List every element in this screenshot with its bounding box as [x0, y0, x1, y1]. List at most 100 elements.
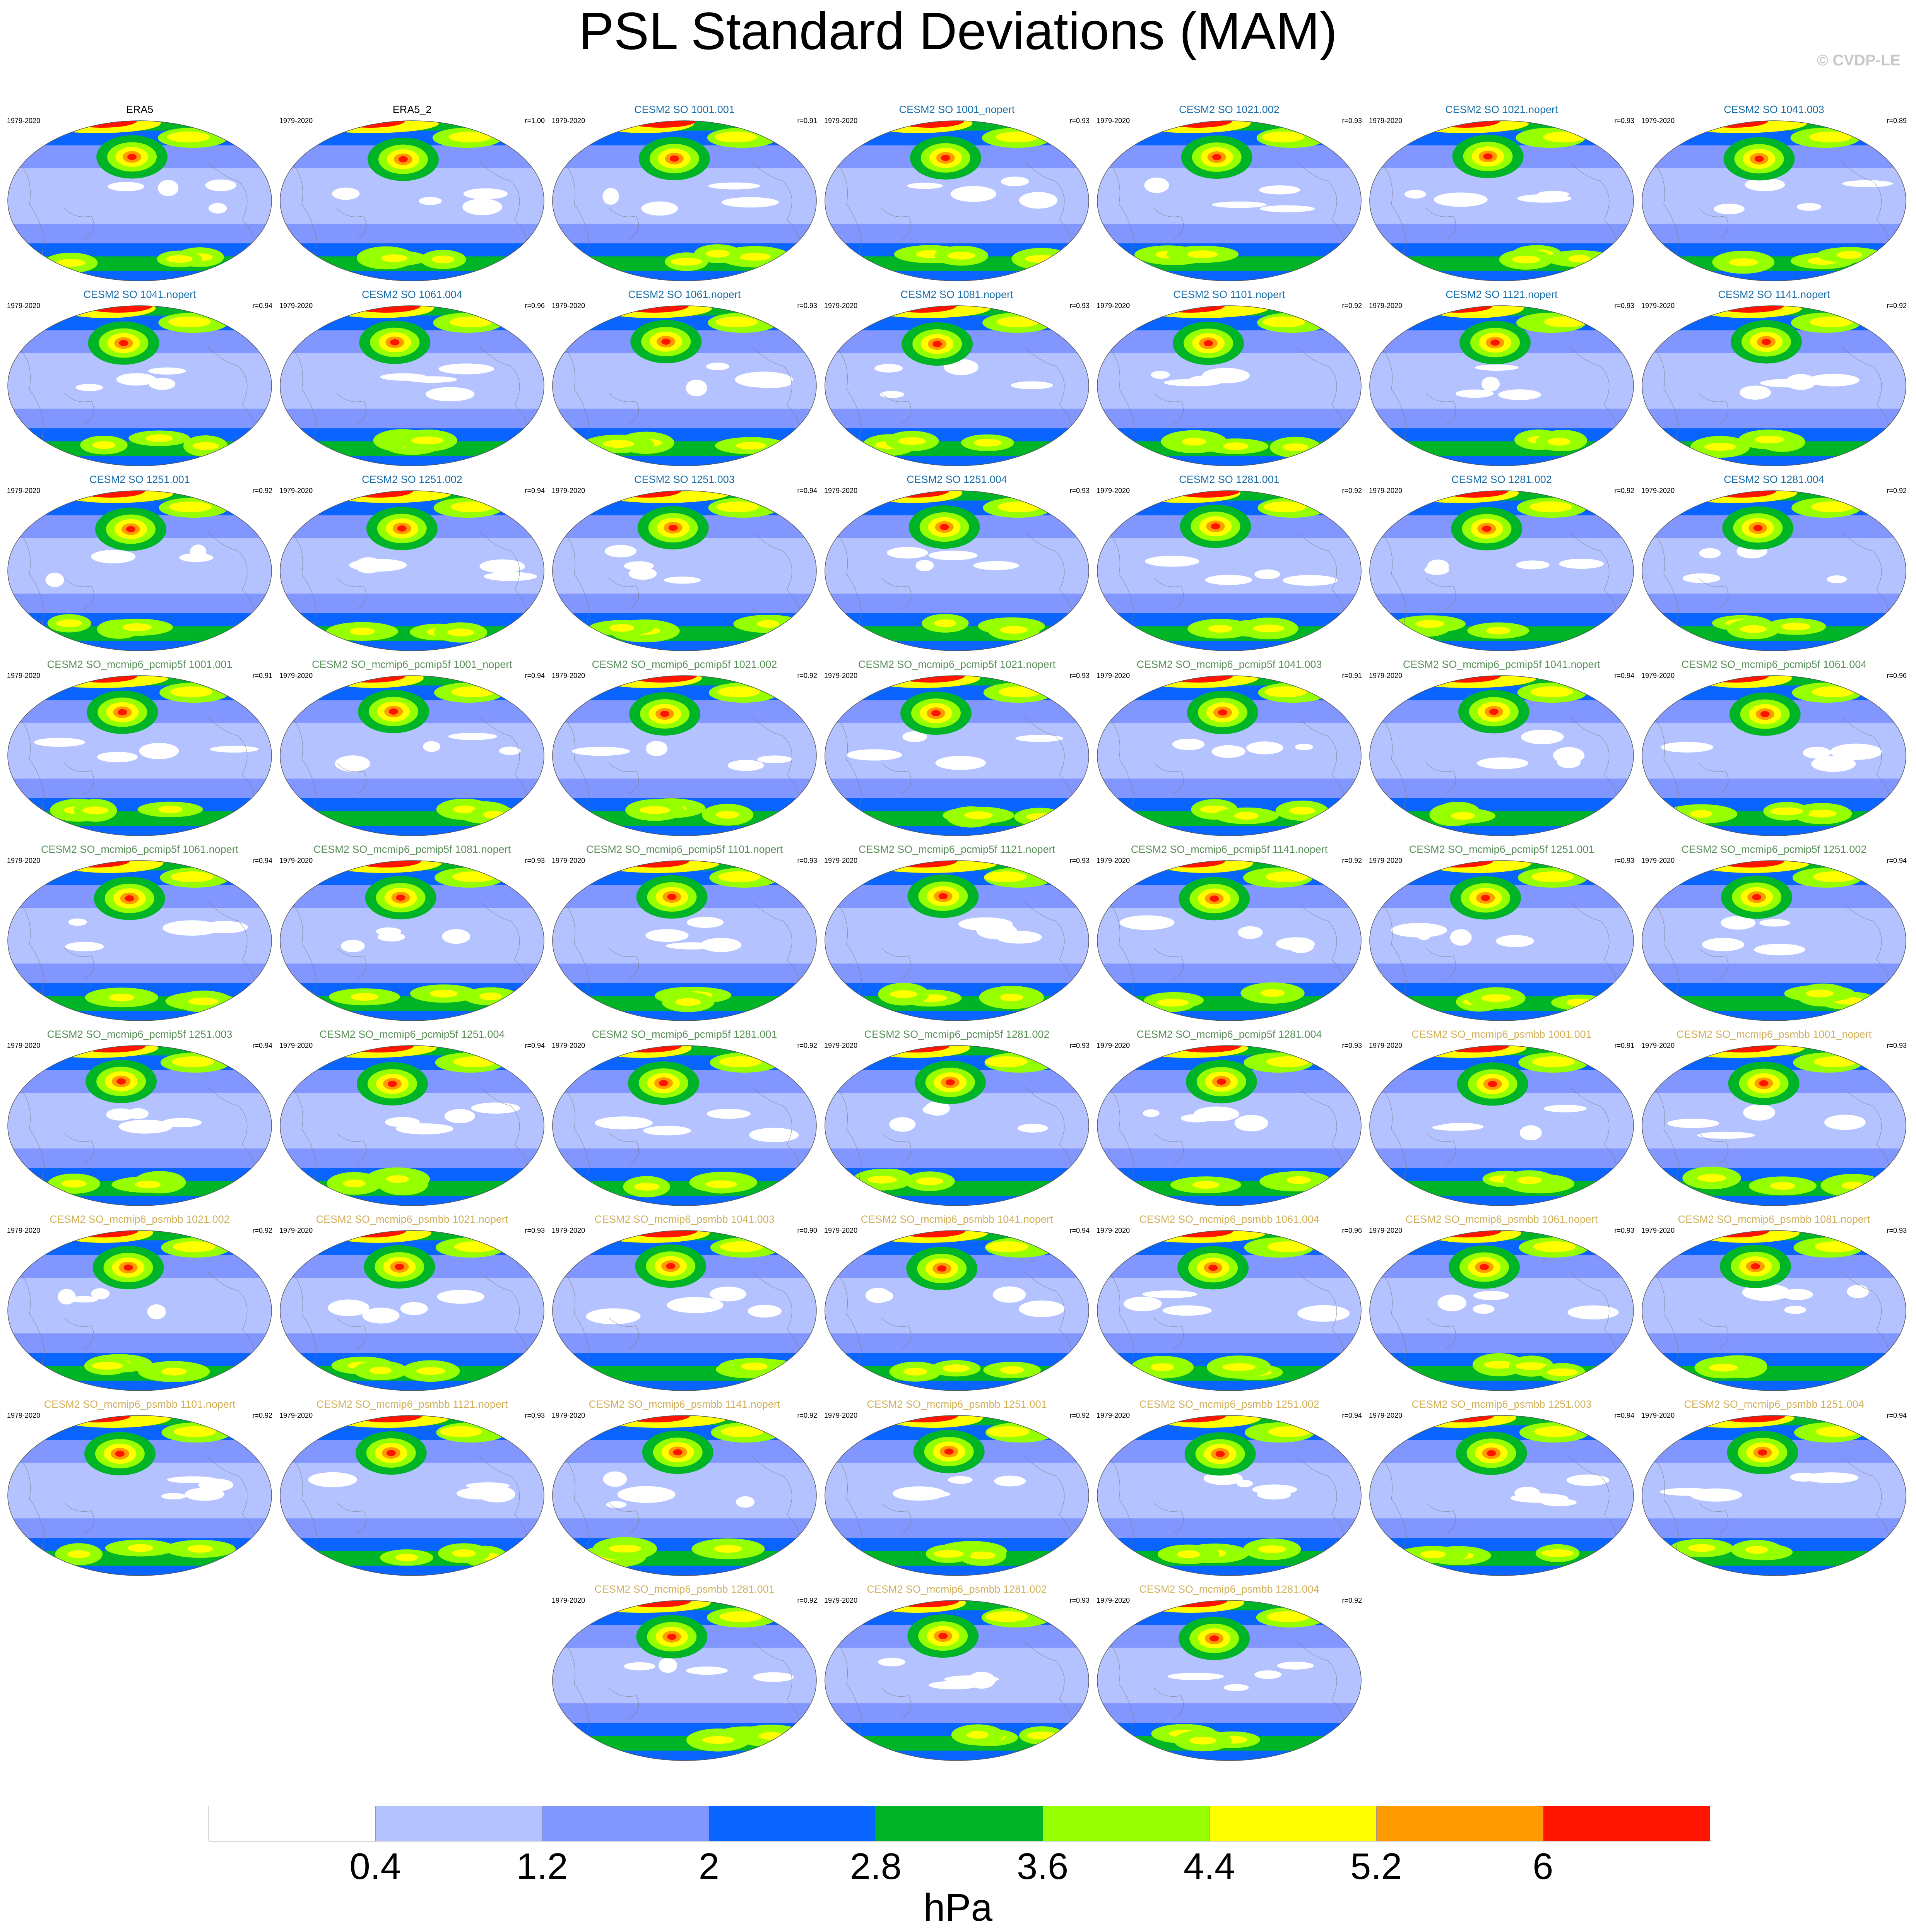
pattern-correlation-label: r=0.93 [1887, 1042, 1907, 1049]
pattern-correlation-label: r=0.90 [797, 1227, 817, 1234]
panel-years-label: 1979-2020 [824, 487, 858, 495]
panel-title: CESM2 SO_mcmip6_psmbb 1001_nopert [1676, 1028, 1872, 1040]
map-panel: CESM2 SO_mcmip6_psmbb 1021.nopert 1979-20… [275, 1213, 549, 1395]
map-panel: CESM2 SO 1021.nopert 1979-2020 r=0.93 [1365, 104, 1638, 286]
map-panel: CESM2 SO 1121.nopert 1979-2020 r=0.93 [1365, 289, 1638, 471]
panel-years-label: 1979-2020 [1097, 857, 1130, 864]
map-panel: CESM2 SO_mcmip6_pcmip5f 1081.nopert 1979-… [275, 844, 549, 1025]
map-panel: CESM2 SO_mcmip6_psmbb 1101.nopert 1979-20… [3, 1398, 276, 1580]
panel-years-label: 1979-2020 [1641, 487, 1675, 495]
map-panel: CESM2 SO 1021.002 1979-2020 r=0.93 [1093, 104, 1366, 286]
panel-title: CESM2 SO_mcmip6_psmbb 1141.nopert [588, 1398, 780, 1410]
panel-years-label: 1979-2020 [7, 857, 41, 864]
pattern-correlation-label: r=0.93 [1614, 302, 1634, 310]
map-panel: CESM2 SO 1251.004 1979-2020 r=0.93 [820, 474, 1093, 655]
psl-stddev-map [280, 1045, 544, 1206]
panel-years-label: 1979-2020 [279, 302, 313, 310]
panel-title: CESM2 SO_mcmip6_psmbb 1061.004 [1139, 1213, 1319, 1225]
panel-years-label: 1979-2020 [824, 117, 858, 125]
map-panel: CESM2 SO_mcmip6_psmbb 1281.001 1979-2020 r… [548, 1583, 821, 1765]
panel-years-label: 1979-2020 [1641, 672, 1675, 679]
panel-title: CESM2 SO 1251.001 [89, 474, 190, 485]
psl-stddev-map [280, 490, 544, 651]
panel-title: CESM2 SO_mcmip6_pcmip5f 1081.nopert [313, 844, 511, 855]
panel-title: CESM2 SO_mcmip6_psmbb 1251.003 [1411, 1398, 1592, 1410]
panel-years-label: 1979-2020 [279, 1042, 313, 1049]
psl-stddev-map [1642, 860, 1906, 1021]
psl-stddev-map [7, 1045, 272, 1206]
map-panel: CESM2 SO 1251.002 1979-2020 r=0.94 [275, 474, 549, 655]
psl-stddev-map [825, 1230, 1089, 1391]
psl-stddev-map [1097, 860, 1362, 1021]
psl-stddev-map [552, 1600, 817, 1761]
colorbar-tick-label: 6 [1533, 1846, 1553, 1887]
colorbar-swatch [1543, 1806, 1710, 1841]
map-panel: CESM2 SO_mcmip6_pcmip5f 1281.002 1979-202… [820, 1028, 1093, 1210]
panel-years-label: 1979-2020 [1641, 857, 1675, 864]
map-panel: CESM2 SO 1101.nopert 1979-2020 r=0.92 [1093, 289, 1366, 471]
psl-stddev-map [825, 305, 1089, 466]
map-panel: CESM2 SO_mcmip6_psmbb 1041.nopert 1979-20… [820, 1213, 1093, 1395]
panel-years-label: 1979-2020 [1369, 857, 1403, 864]
pattern-correlation-label: r=0.93 [1069, 487, 1090, 495]
psl-stddev-map [7, 305, 272, 466]
colorbar-swatch [375, 1806, 543, 1841]
panel-years-label: 1979-2020 [1369, 302, 1403, 310]
psl-stddev-map [1097, 1600, 1362, 1761]
colorbar-tick-label: 2.8 [850, 1846, 902, 1887]
pattern-correlation-label: r=0.93 [797, 857, 817, 864]
psl-stddev-map [1642, 1230, 1906, 1391]
panel-title: CESM2 SO_mcmip6_pcmip5f 1121.nopert [858, 844, 1056, 855]
map-panel: CESM2 SO 1141.nopert 1979-2020 r=0.92 [1637, 289, 1911, 471]
panel-title: CESM2 SO_mcmip6_pcmip5f 1141.nopert [1131, 844, 1328, 855]
psl-stddev-map [1642, 1415, 1906, 1576]
pattern-correlation-label: r=0.94 [1887, 1412, 1907, 1419]
psl-stddev-map [552, 1415, 817, 1576]
psl-stddev-map [1097, 490, 1362, 651]
pattern-correlation-label: r=0.93 [1069, 857, 1090, 864]
panel-title: CESM2 SO_mcmip6_psmbb 1021.nopert [316, 1213, 508, 1225]
panel-title: CESM2 SO_mcmip6_psmbb 1281.002 [867, 1583, 1047, 1595]
pattern-correlation-label: r=0.93 [1069, 302, 1090, 310]
psl-stddev-map [280, 860, 544, 1021]
panel-years-label: 1979-2020 [7, 487, 41, 495]
pattern-correlation-label: r=0.92 [1069, 1412, 1090, 1419]
map-panel: CESM2 SO_mcmip6_pcmip5f 1251.003 1979-202… [3, 1028, 276, 1210]
psl-stddev-map [7, 1415, 272, 1576]
colorbar-tick-label: 1.2 [516, 1846, 568, 1887]
panel-years-label: 1979-2020 [552, 1042, 585, 1049]
map-panel: CESM2 SO_mcmip6_psmbb 1081.nopert 1979-20… [1637, 1213, 1911, 1395]
map-panel: CESM2 SO 1081.nopert 1979-2020 r=0.93 [820, 289, 1093, 471]
psl-stddev-map [552, 490, 817, 651]
psl-stddev-map [825, 490, 1089, 651]
panel-title: CESM2 SO_mcmip6_pcmip5f 1001.001 [47, 659, 233, 670]
map-panel: CESM2 SO 1041.nopert 1979-2020 r=0.94 [3, 289, 276, 471]
panel-years-label: 1979-2020 [1369, 117, 1403, 125]
map-panel: CESM2 SO_mcmip6_psmbb 1251.001 1979-2020 r… [820, 1398, 1093, 1580]
pattern-correlation-label: r=0.93 [1069, 117, 1090, 125]
map-panel: CESM2 SO 1281.001 1979-2020 r=0.92 [1093, 474, 1366, 655]
map-panel: CESM2 SO_mcmip6_pcmip5f 1121.nopert 1979-… [820, 844, 1093, 1025]
psl-stddev-map [7, 120, 272, 281]
panel-years-label: 1979-2020 [552, 1412, 585, 1419]
panel-years-label: 1979-2020 [1641, 1412, 1675, 1419]
psl-stddev-map [825, 675, 1089, 836]
psl-stddev-map [825, 860, 1089, 1021]
panel-title: CESM2 SO 1281.002 [1451, 474, 1552, 485]
psl-stddev-map [1097, 1045, 1362, 1206]
pattern-correlation-label: r=0.92 [1342, 487, 1362, 495]
psl-stddev-map [1369, 1230, 1634, 1391]
panel-years-label: 1979-2020 [1641, 302, 1675, 310]
pattern-correlation-label: r=0.93 [1069, 672, 1090, 679]
psl-stddev-map [1097, 1415, 1362, 1576]
panel-title: CESM2 SO_mcmip6_psmbb 1001.001 [1411, 1028, 1592, 1040]
pattern-correlation-label: r=0.92 [1887, 302, 1907, 310]
pattern-correlation-label: r=0.93 [1614, 117, 1634, 125]
psl-stddev-map [7, 675, 272, 836]
panel-years-label: 1979-2020 [1097, 302, 1130, 310]
pattern-correlation-label: r=0.94 [1614, 672, 1634, 679]
psl-stddev-map [1369, 490, 1634, 651]
panel-title: ERA5_2 [392, 104, 432, 115]
panel-years-label: 1979-2020 [7, 302, 41, 310]
panel-title: CESM2 SO_mcmip6_pcmip5f 1021.002 [592, 659, 777, 670]
